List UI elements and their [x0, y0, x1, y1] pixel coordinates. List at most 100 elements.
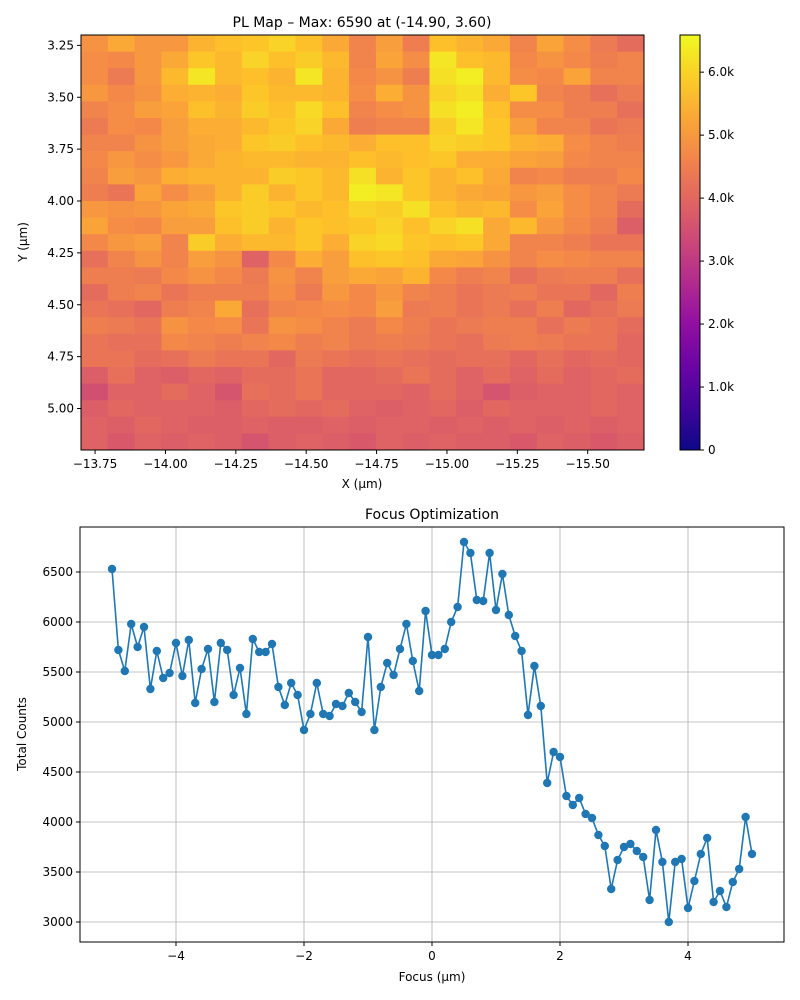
heatmap-cell — [81, 184, 109, 202]
focus-data-point — [555, 752, 565, 762]
heatmap-cell — [134, 416, 162, 434]
heatmap-cell — [375, 167, 404, 185]
heatmap-cell — [295, 84, 323, 102]
focus-x-tick-label: −2 — [295, 949, 313, 963]
focus-data-point — [562, 791, 571, 801]
heatmap-cell — [563, 68, 591, 86]
focus-data-point — [223, 645, 232, 655]
heatmap-cell — [188, 134, 216, 152]
heatmap-x-tick-label: −14.75 — [354, 457, 398, 471]
heatmap-cell — [188, 383, 216, 401]
heatmap-cell — [161, 333, 189, 351]
heatmap-cell — [456, 267, 484, 285]
heatmap-cell — [375, 184, 404, 202]
heatmap-cell — [215, 167, 243, 185]
heatmap-cell — [509, 317, 538, 335]
heatmap-cell — [134, 184, 162, 202]
heatmap-cell — [456, 118, 484, 135]
focus-data-point — [229, 690, 238, 700]
heatmap-x-tick-label: −15.50 — [565, 457, 609, 471]
heatmap-cell — [590, 416, 618, 434]
heatmap-cell — [295, 151, 323, 169]
focus-data-point — [664, 917, 673, 927]
heatmap-cell — [349, 101, 377, 119]
heatmap-cell — [107, 35, 136, 52]
heatmap-cell — [456, 284, 484, 301]
heatmap-cell — [268, 151, 296, 169]
heatmap-cell — [483, 35, 511, 52]
focus-data-point — [312, 678, 321, 688]
heatmap-cell — [617, 284, 645, 301]
heatmap-cell — [563, 151, 591, 169]
heatmap-cell — [161, 250, 189, 268]
heatmap-cell — [188, 234, 216, 252]
heatmap-cell — [509, 101, 538, 119]
heatmap-cell — [349, 234, 377, 252]
focus-y-tick-label: 6500 — [42, 565, 73, 579]
focus-data-point — [287, 678, 296, 688]
focus-data-point — [504, 610, 513, 620]
focus-series-points — [107, 537, 757, 927]
focus-data-point — [376, 682, 385, 692]
heatmap-cell — [349, 68, 377, 86]
focus-data-point — [728, 877, 737, 887]
heatmap-cell — [81, 383, 109, 401]
heatmap-cell — [375, 217, 404, 235]
focus-data-point — [639, 852, 648, 862]
heatmap-cell — [268, 350, 296, 368]
heatmap-cell — [241, 367, 270, 384]
focus-data-point — [613, 855, 622, 865]
heatmap-cell — [322, 267, 350, 285]
heatmap-cell — [241, 84, 270, 102]
focus-data-point — [331, 699, 341, 709]
heatmap-y-tick-label: 4.00 — [47, 194, 74, 208]
heatmap-cell — [402, 35, 430, 52]
heatmap-cell — [563, 400, 591, 418]
heatmap-cell — [590, 84, 618, 102]
heatmap-cell — [563, 201, 591, 218]
heatmap-cell — [268, 400, 296, 418]
heatmap-cell — [81, 267, 109, 285]
heatmap-cell — [429, 367, 457, 384]
heatmap-cell — [349, 433, 377, 451]
heatmap-cell — [241, 250, 270, 268]
focus-data-point — [139, 622, 149, 632]
heatmap-cell — [483, 333, 511, 351]
heatmap-cell — [81, 317, 109, 335]
heatmap-cell — [322, 35, 350, 52]
heatmap-cell — [483, 134, 511, 152]
focus-data-point — [607, 884, 616, 894]
focus-data-point — [242, 709, 251, 719]
heatmap-cell — [295, 317, 323, 335]
heatmap-cell — [322, 101, 350, 119]
heatmap-cell — [402, 416, 430, 434]
heatmap-cell — [375, 151, 404, 169]
heatmap-cell — [215, 101, 243, 119]
focus-data-point — [427, 650, 437, 660]
focus-y-label: Total Counts — [15, 697, 29, 772]
heatmap-cell — [509, 367, 538, 384]
heatmap-cell — [402, 250, 430, 268]
heatmap-cell — [536, 300, 564, 318]
heatmap-cell — [161, 367, 189, 384]
heatmap-cell — [322, 250, 350, 268]
focus-y-tick-label: 3000 — [42, 915, 73, 929]
heatmap-cell — [81, 35, 109, 52]
heatmap-cell — [617, 300, 645, 318]
heatmap-cell — [509, 400, 538, 418]
heatmap-cell — [402, 51, 430, 69]
heatmap-cell — [322, 317, 350, 335]
heatmap-cell — [81, 350, 109, 368]
heatmap-cell — [429, 317, 457, 335]
heatmap-cell — [81, 234, 109, 252]
focus-data-point — [408, 656, 417, 666]
heatmap-cell — [590, 317, 618, 335]
heatmap-cell — [81, 84, 109, 102]
heatmap-cell — [107, 118, 136, 135]
heatmap-cell — [456, 317, 484, 335]
heatmap-cell — [295, 416, 323, 434]
heatmap-cell — [268, 250, 296, 268]
heatmap-cell — [295, 118, 323, 135]
heatmap-cell — [215, 383, 243, 401]
heatmap-cell — [322, 217, 350, 235]
